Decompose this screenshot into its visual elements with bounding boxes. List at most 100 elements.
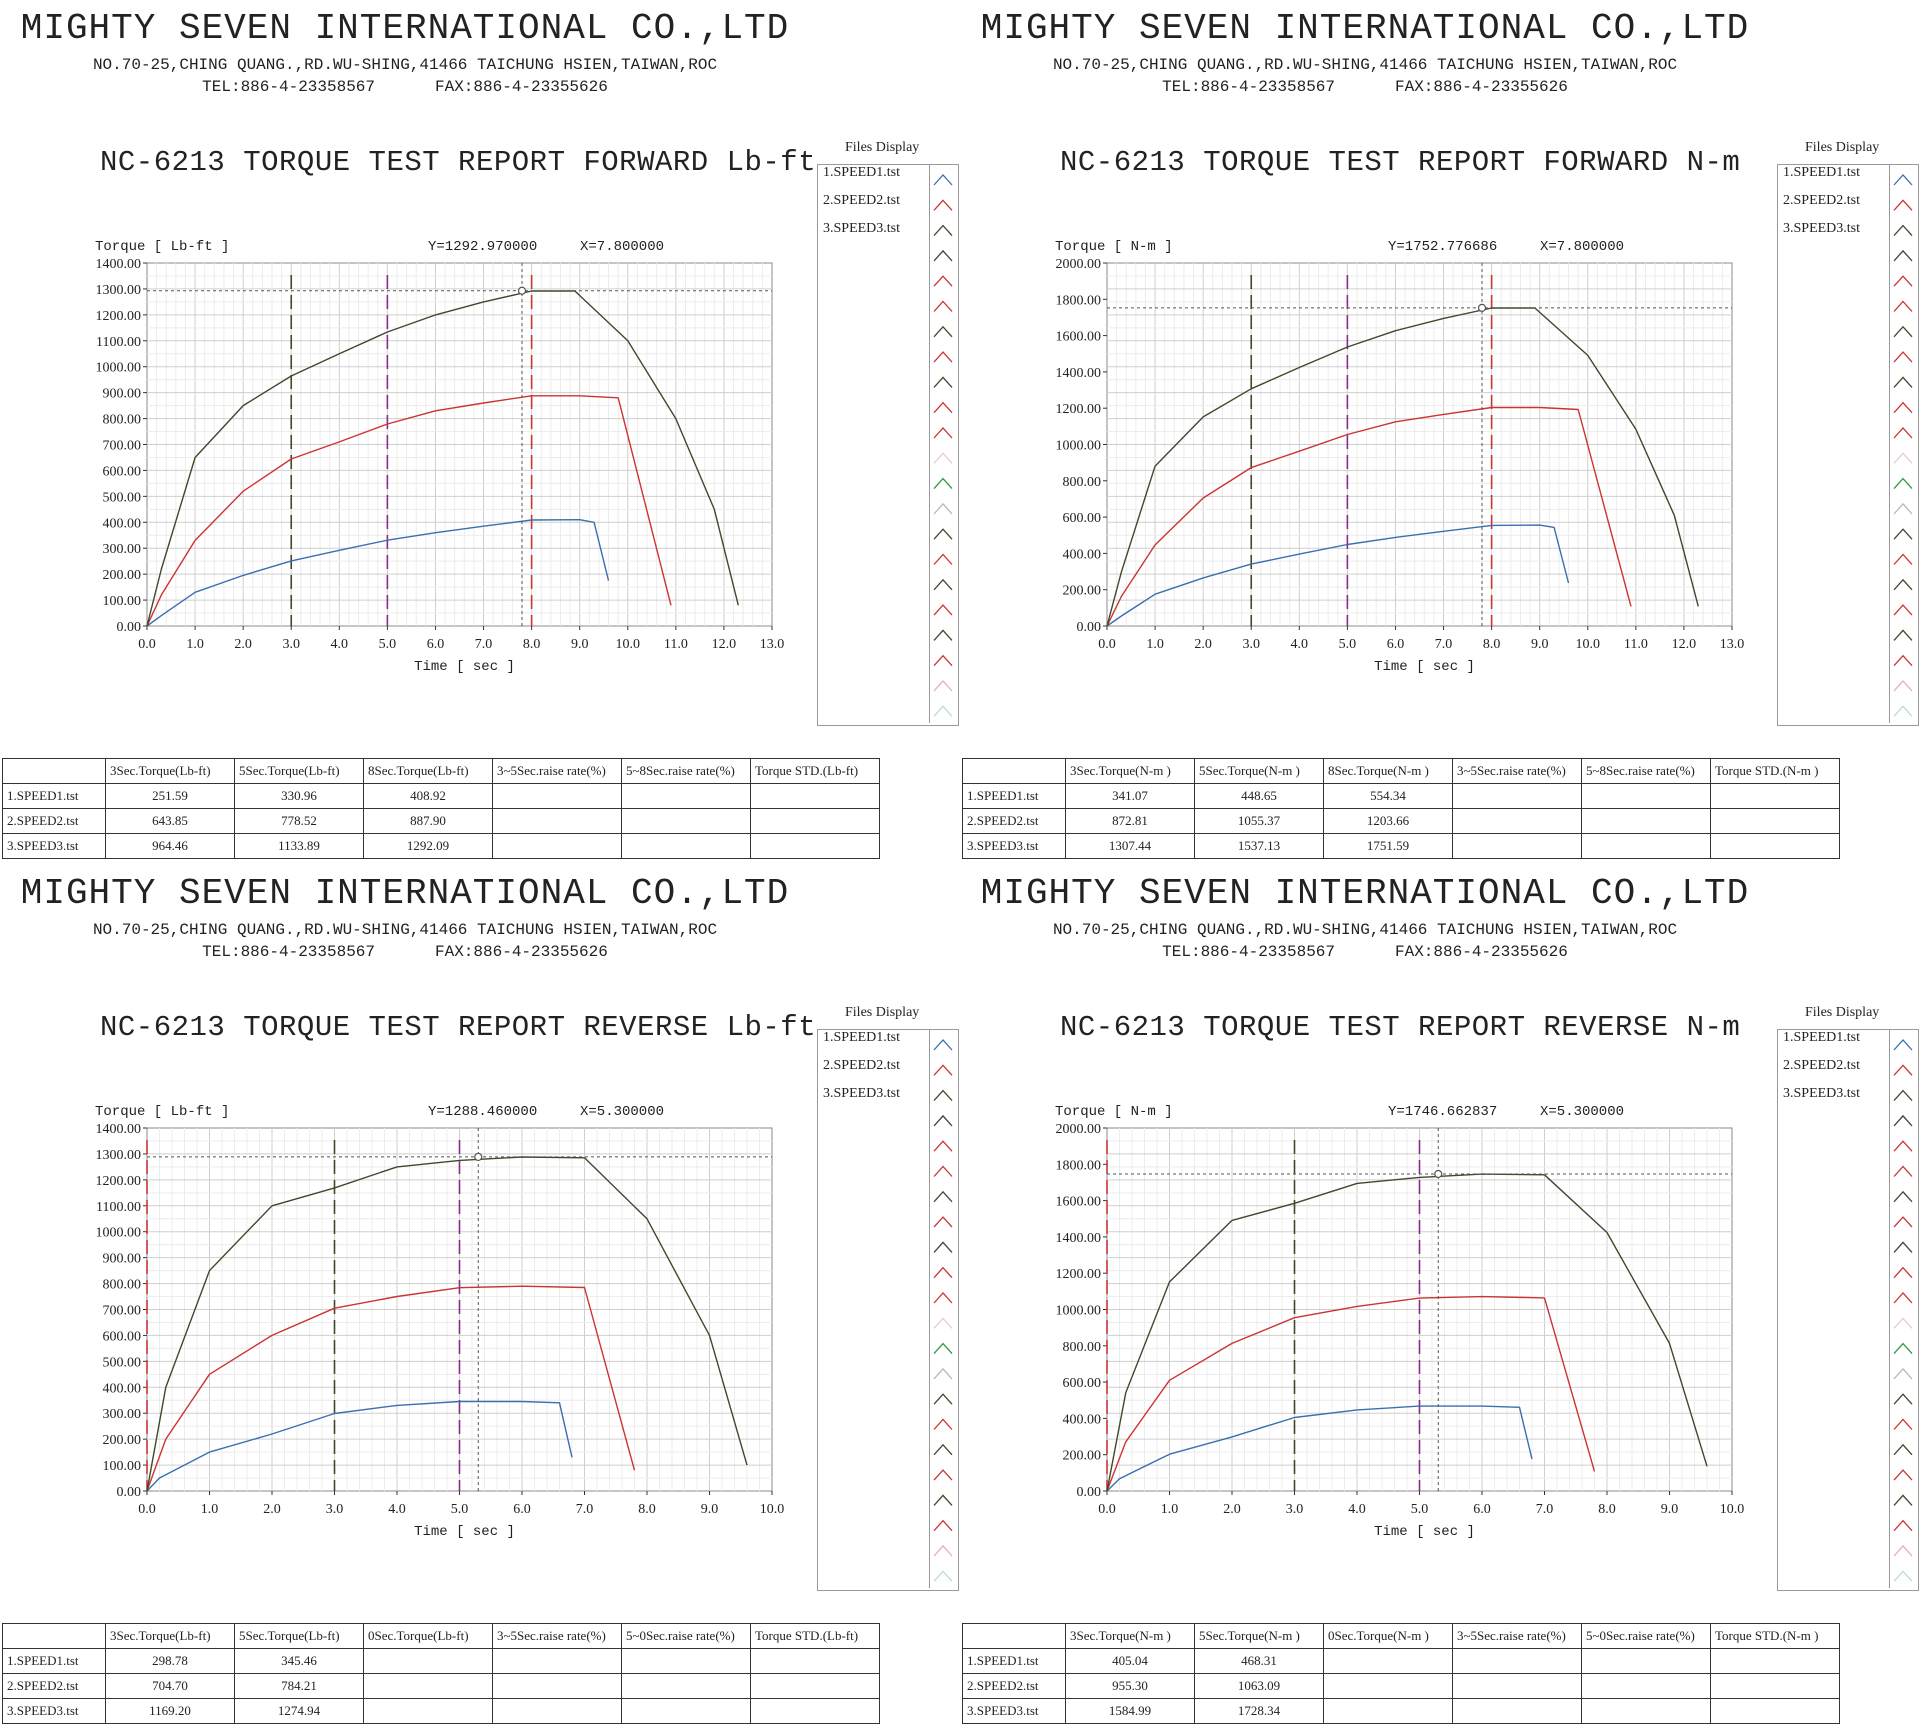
cursor-x-readout: X=7.800000 <box>1540 239 1624 255</box>
file-item[interactable]: 2.SPEED2.tst <box>823 1058 901 1073</box>
table-cell: 408.92 <box>363 783 493 809</box>
table-row: 2.SPEED2.tst 704.70 784.21 <box>2 1673 880 1699</box>
table-cell: 1537.13 <box>1194 833 1324 859</box>
table-cell <box>750 1648 880 1674</box>
file-item[interactable]: 2.SPEED2.tst <box>823 193 901 208</box>
table-corner-cell <box>2 1623 106 1649</box>
report-panel-forward-lbft: MIGHTY SEVEN INTERNATIONAL CO.,LTD NO.70… <box>0 0 960 865</box>
table-header-row: 3Sec.Torque(Lb-ft) 5Sec.Torque(Lb-ft) 0Sec… <box>2 1623 880 1649</box>
series-line <box>146 1156 748 1492</box>
file-color-swatch <box>933 275 953 287</box>
y-tick-label: 1000.00 <box>1056 439 1102 454</box>
table-cell: 330.96 <box>234 783 364 809</box>
table-header: 0Sec.Torque(N-m ) <box>1323 1623 1453 1649</box>
file-color-swatch <box>1893 249 1913 262</box>
file-item[interactable]: 1.SPEED1.tst <box>823 1030 901 1045</box>
file-item[interactable]: 3.SPEED3.tst <box>1783 1086 1861 1101</box>
company-name: MIGHTY SEVEN INTERNATIONAL CO.,LTD <box>980 8 1750 49</box>
row-label: 2.SPEED2.tst <box>962 808 1066 834</box>
x-tick-label: 6.0 <box>1473 1502 1491 1517</box>
table-cell <box>621 808 751 834</box>
file-item[interactable]: 1.SPEED1.tst <box>1783 165 1861 180</box>
x-axis-label: Time [ sec ] <box>1374 659 1475 675</box>
table-corner-cell <box>2 758 106 784</box>
y-tick-label: 1200.00 <box>96 309 142 324</box>
cursor-point <box>1434 1169 1443 1179</box>
x-tick-label: 8.0 <box>1598 1502 1616 1517</box>
file-color-swatch <box>1893 224 1913 237</box>
table-header: 5Sec.Torque(Lb-ft) <box>234 1623 364 1649</box>
file-item[interactable]: 1.SPEED1.tst <box>823 165 901 180</box>
y-tick-label: 1800.00 <box>1056 1158 1102 1173</box>
file-color-swatch <box>1893 578 1913 591</box>
torque-data-table: 3Sec.Torque(N-m ) 5Sec.Torque(N-m ) 0Sec.T… <box>962 1623 1840 1724</box>
y-tick-label: 300.00 <box>103 542 142 557</box>
file-color-swatch <box>933 1039 953 1051</box>
file-color-swatch <box>1893 1190 1913 1203</box>
file-item[interactable]: 3.SPEED3.tst <box>1783 221 1861 236</box>
x-axis-label: Time [ sec ] <box>414 1524 515 1540</box>
file-item[interactable]: 2.SPEED2.tst <box>1783 1058 1861 1073</box>
table-cell <box>621 1648 751 1674</box>
report-title: NC-6213 TORQUE TEST REPORT REVERSE Lb-ft <box>100 1011 817 1044</box>
file-item[interactable]: 2.SPEED2.tst <box>1783 193 1861 208</box>
table-header: 3Sec.Torque(Lb-ft) <box>105 1623 235 1649</box>
file-color-swatch <box>1893 427 1913 439</box>
y-tick-label: 1400.00 <box>1056 366 1102 381</box>
file-color-swatch <box>1893 604 1913 616</box>
x-tick-label: 7.0 <box>1435 637 1453 652</box>
company-address: NO.70-25,CHING QUANG.,RD.WU-SHING,41466 … <box>92 56 718 74</box>
table-cell: 1055.37 <box>1194 808 1324 834</box>
file-item[interactable]: 3.SPEED3.tst <box>823 221 901 236</box>
table-header: 5~0Sec.raise rate(%) <box>621 1623 751 1649</box>
x-tick-label: 11.0 <box>664 637 688 652</box>
row-label: 3.SPEED3.tst <box>962 1698 1066 1724</box>
y-tick-label: 0.00 <box>117 620 142 635</box>
y-tick-label: 800.00 <box>103 413 142 428</box>
x-tick-label: 9.0 <box>1531 637 1549 652</box>
y-tick-label: 1000.00 <box>1056 1304 1102 1319</box>
x-tick-label: 11.0 <box>1624 637 1648 652</box>
file-color-swatch <box>933 199 953 211</box>
file-color-strip <box>929 165 953 723</box>
y-axis-label: Torque [ Lb-ft ] <box>95 1104 229 1120</box>
file-color-swatch <box>1893 1519 1913 1532</box>
table-cell <box>621 1698 751 1724</box>
file-color-swatch <box>933 604 953 616</box>
file-color-swatch <box>933 1216 953 1228</box>
file-color-swatch <box>1893 300 1913 312</box>
file-color-swatch <box>1893 275 1913 287</box>
y-tick-label: 400.00 <box>1063 547 1102 562</box>
file-color-swatch <box>933 1165 953 1177</box>
table-cell: 341.07 <box>1065 783 1195 809</box>
table-header: 3~5Sec.raise rate(%) <box>492 1623 622 1649</box>
y-tick-label: 100.00 <box>103 1459 142 1474</box>
x-tick-label: 13.0 <box>760 637 785 652</box>
file-color-swatch <box>1893 502 1913 515</box>
file-item[interactable]: 1.SPEED1.tst <box>1783 1030 1861 1045</box>
table-cell <box>1581 808 1711 834</box>
x-tick-label: 1.0 <box>186 637 204 652</box>
y-tick-label: 200.00 <box>1063 584 1102 599</box>
company-tel: TEL:886-4-23358567 <box>1162 943 1335 961</box>
file-color-swatch <box>933 1317 953 1329</box>
row-label: 1.SPEED1.tst <box>2 783 106 809</box>
company-address: NO.70-25,CHING QUANG.,RD.WU-SHING,41466 … <box>1052 921 1678 939</box>
y-tick-label: 400.00 <box>103 516 142 531</box>
file-color-swatch <box>1893 629 1913 641</box>
x-tick-label: 5.0 <box>451 1502 469 1517</box>
file-color-swatch <box>1893 680 1913 692</box>
table-cell <box>1710 1673 1840 1699</box>
file-color-swatch <box>1893 376 1913 388</box>
x-tick-label: 2.0 <box>1194 637 1212 652</box>
x-tick-label: 13.0 <box>1720 637 1745 652</box>
table-cell <box>621 833 751 859</box>
y-tick-label: 700.00 <box>103 1304 142 1319</box>
y-tick-label: 0.00 <box>117 1485 142 1500</box>
table-row: 2.SPEED2.tst 955.30 1063.09 <box>962 1673 1840 1699</box>
file-item[interactable]: 3.SPEED3.tst <box>823 1086 901 1101</box>
table-cell: 448.65 <box>1194 783 1324 809</box>
company-address: NO.70-25,CHING QUANG.,RD.WU-SHING,41466 … <box>1052 56 1678 74</box>
report-title: NC-6213 TORQUE TEST REPORT REVERSE N-m <box>1060 1011 1741 1044</box>
row-label: 3.SPEED3.tst <box>2 833 106 859</box>
